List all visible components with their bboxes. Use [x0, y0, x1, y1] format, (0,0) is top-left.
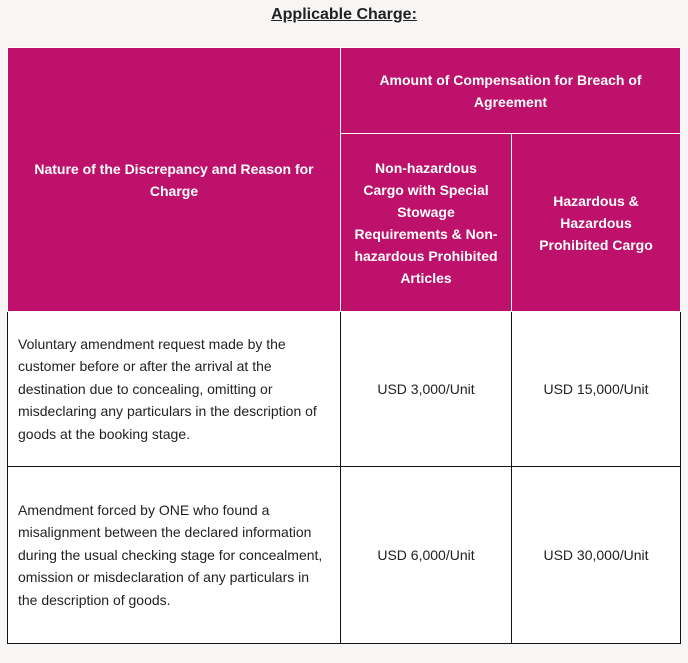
row-non-hazardous-charge: USD 3,000/Unit	[340, 311, 512, 467]
page-title: Applicable Charge:	[271, 6, 417, 23]
row-non-hazardous-charge: USD 6,000/Unit	[340, 466, 512, 644]
row-hazardous-charge: USD 15,000/Unit	[511, 311, 681, 467]
table-row: Voluntary amendment request made by the …	[7, 311, 681, 467]
row-nature: Amendment forced by ONE who found a misa…	[7, 466, 341, 644]
header-compensation: Amount of Compensation for Breach of Agr…	[340, 47, 681, 134]
row-nature: Voluntary amendment request made by the …	[7, 311, 341, 467]
header-hazardous: Hazardous & Hazardous Prohibited Cargo	[511, 133, 681, 312]
header-nature: Nature of the Discrepancy and Reason for…	[7, 47, 341, 312]
header-non-hazardous: Non-hazardous Cargo with Special Stowage…	[340, 133, 512, 312]
applicable-charge-table: Nature of the Discrepancy and Reason for…	[7, 47, 681, 644]
row-hazardous-charge: USD 30,000/Unit	[511, 466, 681, 644]
table-row: Amendment forced by ONE who found a misa…	[7, 466, 681, 644]
